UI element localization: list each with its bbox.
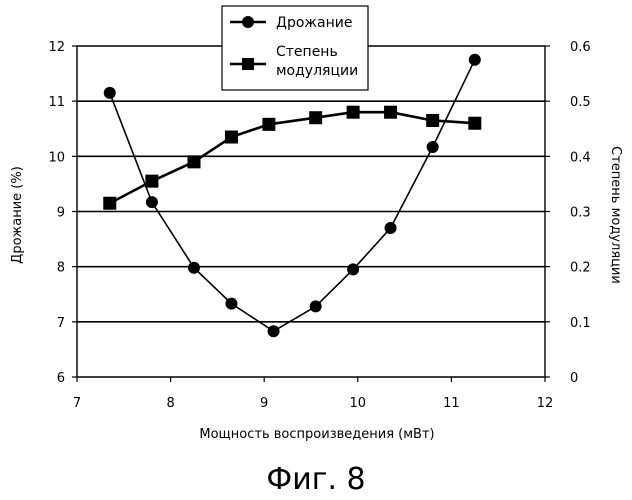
chart: 789101112678910111200.10.20.30.40.50.6 М… <box>0 0 632 460</box>
data-point-jitter <box>268 325 280 337</box>
left-y-tick-label: 7 <box>57 316 65 331</box>
legend-label-modulation-line1: Степень <box>276 44 338 60</box>
data-point-jitter <box>146 196 158 208</box>
right-y-tick-label: 0.1 <box>570 316 591 331</box>
legend-marker-modulation <box>242 58 254 70</box>
legend-marker-jitter <box>242 16 254 28</box>
left-y-tick-label: 10 <box>48 150 65 165</box>
x-tick-label: 11 <box>443 396 460 411</box>
right-y-tick-label: 0.3 <box>570 206 591 221</box>
x-tick-label: 8 <box>166 396 174 411</box>
axes <box>72 46 550 382</box>
legend-label-modulation-line2: модуляции <box>276 63 358 79</box>
data-point-modulation <box>426 114 439 127</box>
data-point-modulation <box>262 118 275 131</box>
x-axis-label: Мощность воспроизведения (мВт) <box>199 427 434 442</box>
data-point-jitter <box>385 222 397 234</box>
data-point-jitter <box>427 141 439 153</box>
left-y-tick-label: 8 <box>57 261 65 276</box>
series <box>103 54 481 337</box>
left-y-axis-label: Дрожание (%) <box>10 166 25 264</box>
data-point-jitter <box>469 54 481 66</box>
data-point-modulation <box>225 131 238 144</box>
legend-label-jitter: Дрожание <box>276 15 352 31</box>
right-y-tick-label: 0.2 <box>570 261 591 276</box>
data-point-jitter <box>188 262 200 274</box>
right-y-tick-label: 0.5 <box>570 95 591 110</box>
data-point-modulation <box>145 175 158 188</box>
x-tick-label: 10 <box>350 396 367 411</box>
data-point-modulation <box>188 155 201 168</box>
right-y-tick-label: 0 <box>570 371 578 386</box>
data-point-modulation <box>384 106 397 119</box>
left-y-tick-label: 11 <box>48 95 65 110</box>
data-point-jitter <box>310 300 322 312</box>
tick-labels: 789101112678910111200.10.20.30.40.50.6 <box>48 40 590 411</box>
right-y-axis-label: Степень модуляции <box>608 146 623 284</box>
left-y-tick-label: 12 <box>48 40 65 55</box>
right-y-tick-label: 0.6 <box>570 40 591 55</box>
left-y-tick-label: 9 <box>57 206 65 221</box>
right-y-tick-label: 0.4 <box>570 150 591 165</box>
x-tick-label: 7 <box>73 396 81 411</box>
x-tick-label: 12 <box>537 396 554 411</box>
data-point-modulation <box>468 117 481 130</box>
data-point-modulation <box>103 197 116 210</box>
x-tick-label: 9 <box>260 396 268 411</box>
series-line-modulation <box>110 112 475 203</box>
figure-caption: Фиг. 8 <box>0 462 632 497</box>
data-point-jitter <box>347 263 359 275</box>
data-point-jitter <box>104 87 116 99</box>
legend: Дрожание Степень модуляции <box>222 6 368 90</box>
data-point-jitter <box>225 298 237 310</box>
data-point-modulation <box>347 106 360 119</box>
data-point-modulation <box>309 111 322 124</box>
left-y-tick-label: 6 <box>57 371 65 386</box>
